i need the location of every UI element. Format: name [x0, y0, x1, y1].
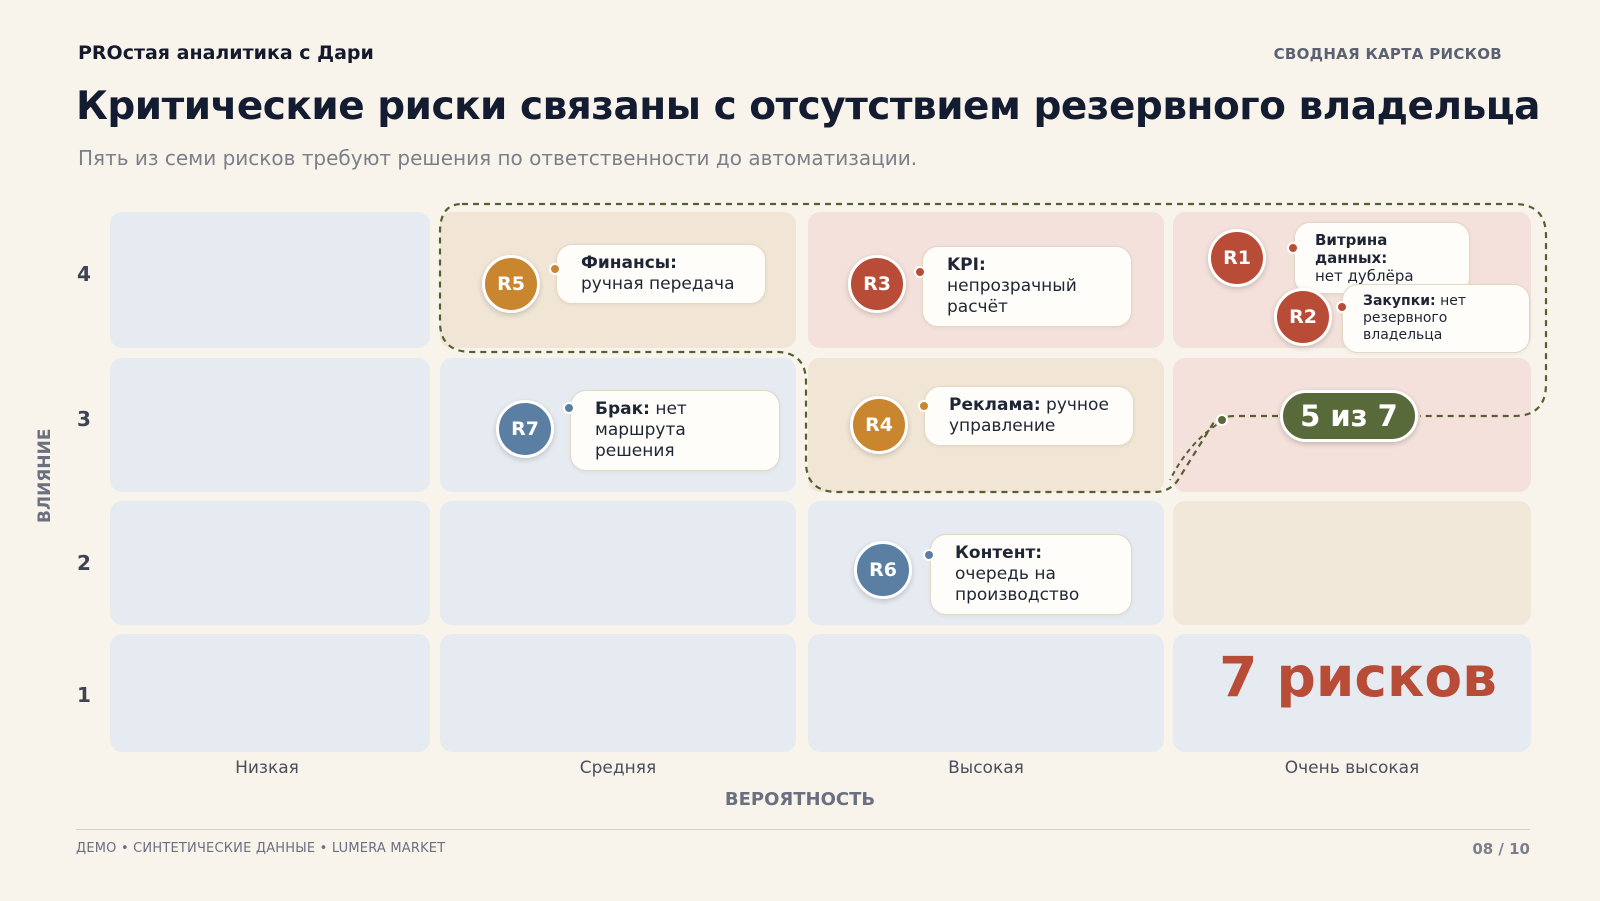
connector-dot — [1216, 414, 1228, 426]
risk-r1-desc: нет дублёра — [1315, 267, 1414, 285]
risk-badge-r3[interactable]: R3 — [848, 255, 906, 313]
x-tick-medium: Средняя — [579, 758, 657, 778]
risk-badge-r6[interactable]: R6 — [854, 541, 912, 599]
risk-card-r2: Закупки: нет резервного владельца — [1342, 284, 1530, 353]
cell-i4-p1 — [110, 212, 430, 348]
x-axis-label: ВЕРОЯТНОСТЬ — [724, 789, 876, 810]
risk-r6-desc: очередь на производство — [955, 564, 1080, 605]
footer-note: ДЕМО • СИНТЕТИЧЕСКИЕ ДАННЫЕ • LUMERA MAR… — [76, 841, 446, 856]
cell-i2-p4 — [1173, 501, 1531, 625]
risk-r5-desc: ручная передача — [581, 274, 735, 294]
brand-title: PROстая аналитика с Дари — [78, 42, 374, 64]
x-tick-low: Низкая — [235, 758, 299, 778]
risk-r5-area: Финансы: — [581, 253, 677, 273]
risk-r1-dot — [1287, 242, 1299, 254]
footer-divider — [76, 829, 1530, 830]
risk-badge-r5[interactable]: R5 — [482, 255, 540, 313]
risk-badge-r1[interactable]: R1 — [1208, 229, 1266, 287]
risk-card-r4: Реклама: ручное управление — [924, 386, 1134, 446]
cell-i2-p2 — [440, 501, 796, 625]
cell-i1-p4 — [1173, 634, 1531, 752]
cell-i1-p3 — [808, 634, 1164, 752]
risk-r2-area: Закупки: — [1363, 293, 1436, 309]
risk-card-r3: KPI: непрозрачный расчёт — [922, 246, 1132, 327]
x-tick-very-high: Очень высокая — [1284, 758, 1420, 778]
y-tick-3: 3 — [77, 407, 91, 431]
risk-r6-dot — [923, 549, 935, 561]
critical-count-pill: 5 из 7 — [1280, 390, 1418, 442]
risk-badge-r4[interactable]: R4 — [850, 396, 908, 454]
y-tick-1: 1 — [77, 683, 91, 707]
risk-badge-r7[interactable]: R7 — [496, 400, 554, 458]
risk-r2-dot — [1336, 301, 1348, 313]
risk-r7-dot — [563, 402, 575, 414]
total-risks-count: 7 рисков — [1219, 645, 1497, 709]
risk-card-r1: Витрина данных: нет дублёра — [1294, 222, 1470, 294]
section-label: СВОДНАЯ КАРТА РИСКОВ — [1273, 45, 1502, 63]
risk-r1-area: Витрина данных: — [1315, 231, 1388, 267]
risk-card-r5: Финансы: ручная передача — [556, 244, 766, 304]
risk-r3-dot — [914, 266, 926, 278]
risk-r3-area: KPI: — [947, 255, 986, 275]
y-tick-4: 4 — [77, 262, 91, 286]
risk-r5-dot — [549, 263, 561, 275]
risk-r4-area: Реклама: — [949, 395, 1041, 415]
risk-r7-desc: нет маршрута решения — [595, 399, 687, 461]
cell-i3-p1 — [110, 358, 430, 492]
risk-r4-dot — [918, 400, 930, 412]
risk-badge-r2[interactable]: R2 — [1274, 288, 1332, 346]
risk-r7-area: Брак: — [595, 399, 650, 419]
page-subtitle: Пять из семи рисков требуют решения по о… — [78, 146, 918, 170]
risk-r4-desc: ручное управление — [949, 395, 1109, 436]
page-title: Критические риски связаны с отсутствием … — [76, 84, 1540, 129]
cell-i1-p1 — [110, 634, 430, 752]
risk-card-r7: Брак: нет маршрута решения — [570, 390, 780, 471]
risk-r3-desc: непрозрачный расчёт — [947, 276, 1077, 317]
risk-r6-area: Контент: — [955, 543, 1043, 563]
x-tick-high: Высокая — [948, 758, 1024, 778]
page-number: 08 / 10 — [1472, 840, 1530, 858]
y-axis-label: ВЛИЯНИЕ — [35, 428, 55, 523]
cell-i2-p1 — [110, 501, 430, 625]
risk-r2-desc: нет резервного владельца — [1363, 293, 1466, 343]
risk-card-r6: Контент: очередь на производство — [930, 534, 1132, 615]
cell-i1-p2 — [440, 634, 796, 752]
y-tick-2: 2 — [77, 551, 91, 575]
